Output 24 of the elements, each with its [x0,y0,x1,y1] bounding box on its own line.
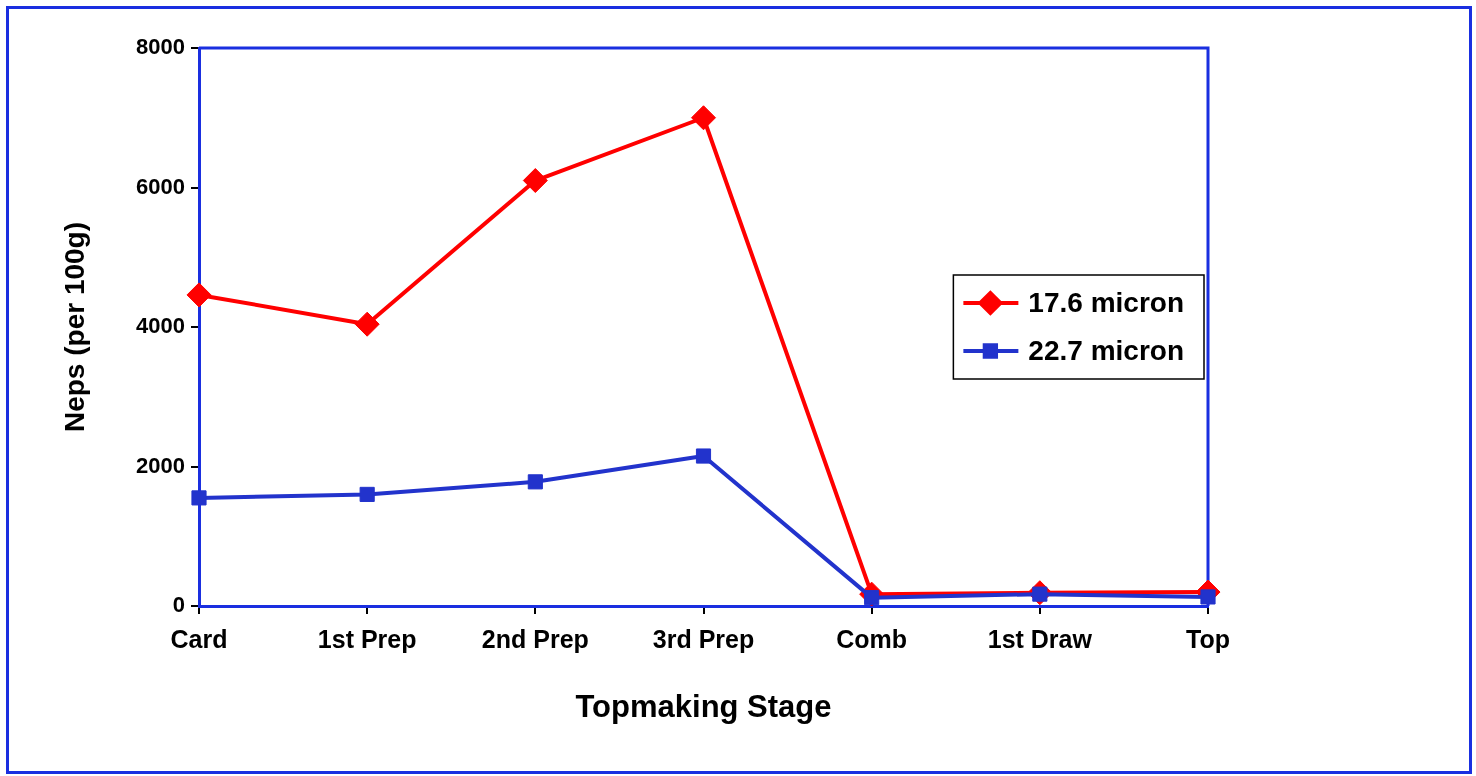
point [691,105,716,131]
point [186,282,212,308]
point [354,311,380,337]
point [695,448,712,464]
x-axis-title: Topmaking Stage [575,688,832,724]
y-tick-label: 6000 [136,173,185,199]
point [359,486,375,502]
y-tick-label: 0 [172,592,185,618]
point [527,474,543,490]
x-tick-label: Comb [836,624,908,653]
x-tick-label: 3rd Prep [652,624,755,653]
x-tick-label: 2nd Prep [481,624,589,653]
y-tick-label: 4000 [136,313,185,339]
point [522,168,548,194]
y-tick-label: 2000 [136,452,185,478]
x-tick-label: Card [170,624,228,653]
legend-label: 17.6 micron [1028,286,1185,318]
legend-label: 22.7 micron [1028,334,1185,366]
x-tick-label: 1st Prep [317,624,417,653]
x-tick-label: 1st Draw [987,624,1093,653]
y-axis-title: Neps (per 100g) [58,221,90,433]
x-tick-label: Top [1186,624,1230,653]
point [191,490,207,506]
y-tick-label: 8000 [136,34,185,60]
